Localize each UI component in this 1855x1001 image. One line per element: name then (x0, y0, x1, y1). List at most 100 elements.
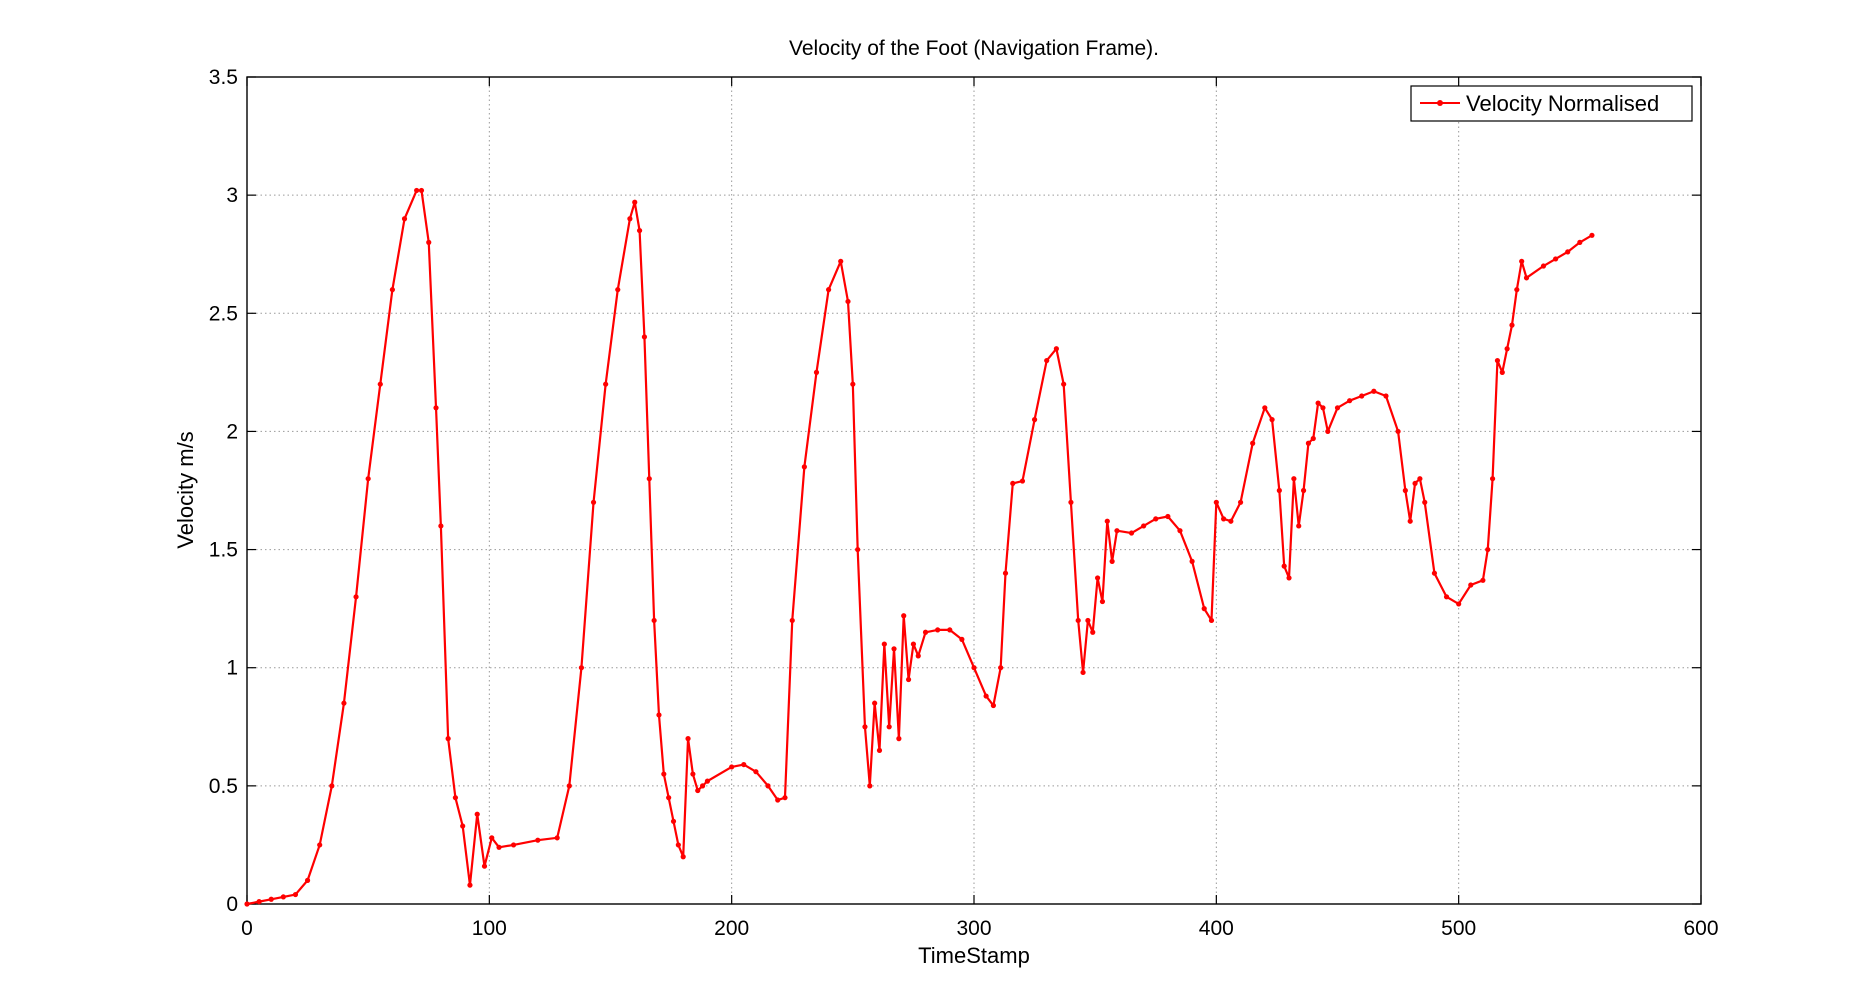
data-point (789, 617, 795, 624)
data-point (1359, 393, 1365, 399)
x-tick-label: 200 (714, 917, 749, 940)
data-point (590, 499, 597, 505)
y-tick-label: 3 (226, 184, 238, 207)
data-point (304, 877, 311, 883)
data-point (1519, 258, 1525, 264)
data-point (1565, 249, 1571, 255)
data-point (855, 546, 861, 553)
y-tick-label: 2.5 (209, 302, 238, 325)
data-point (675, 842, 681, 848)
data-point (1250, 440, 1256, 446)
data-point (1489, 476, 1496, 482)
data-point (1509, 322, 1515, 328)
y-tick-label: 1 (226, 657, 238, 680)
data-point (901, 613, 907, 619)
data-point (872, 700, 878, 706)
data-point (329, 783, 335, 789)
data-point (680, 854, 686, 860)
data-point (867, 783, 873, 789)
data-point (1053, 346, 1059, 352)
data-point (1061, 381, 1067, 387)
data-point (1286, 575, 1292, 581)
data-point (1165, 513, 1171, 520)
data-point (1407, 518, 1413, 524)
data-point (656, 712, 662, 718)
y-tick-label: 0 (226, 893, 238, 916)
axis-tick-labels: 0 100 200 300 400 500 600 0 0.5 1 1.5 2 2.5 3 3.5 (209, 66, 1719, 940)
data-point (1383, 393, 1389, 399)
data-point (685, 736, 691, 742)
data-point (268, 896, 274, 902)
data-point (1371, 388, 1377, 394)
data-point (578, 665, 585, 671)
data-point (292, 891, 299, 898)
data-point (896, 736, 902, 742)
data-point (365, 476, 371, 482)
data-point (1310, 435, 1316, 442)
data-point (353, 594, 359, 600)
data-point (1540, 263, 1547, 269)
series-layer (244, 187, 1595, 907)
data-point (1010, 480, 1016, 487)
data-point (1262, 405, 1268, 411)
data-point (280, 894, 286, 900)
data-point (891, 646, 897, 652)
data-point (905, 676, 912, 683)
data-point (1141, 523, 1147, 529)
data-point (862, 724, 868, 730)
x-tick-label: 400 (1199, 917, 1234, 940)
data-point (1114, 528, 1120, 534)
data-point (452, 795, 459, 801)
data-point (489, 835, 495, 841)
y-tick-label: 2 (226, 420, 238, 443)
x-tick-label: 300 (956, 917, 991, 940)
data-point (566, 783, 572, 789)
data-point (1553, 256, 1559, 262)
data-point (401, 216, 408, 222)
data-point (959, 636, 965, 642)
data-point (1417, 476, 1423, 482)
data-point (1019, 478, 1026, 484)
data-point (1296, 523, 1302, 529)
data-point (1291, 476, 1297, 482)
data-point (615, 287, 621, 293)
y-tick-label: 3.5 (209, 66, 238, 89)
data-point (1577, 239, 1583, 245)
data-point (690, 771, 696, 777)
legend: Velocity Normalised (1410, 85, 1693, 122)
data-point (1456, 601, 1462, 607)
data-point (641, 334, 648, 340)
data-point (256, 899, 262, 905)
data-point (775, 797, 781, 803)
data-point (1068, 499, 1074, 505)
data-point (418, 187, 425, 194)
data-point (1276, 487, 1282, 494)
data-point (317, 842, 323, 848)
data-point (1499, 369, 1505, 375)
data-point (651, 617, 657, 624)
data-point (915, 653, 921, 659)
data-point (765, 783, 771, 789)
data-point (438, 523, 444, 529)
data-point (922, 629, 929, 635)
data-point (1189, 558, 1195, 564)
data-point (1201, 606, 1207, 612)
data-point (1468, 582, 1474, 588)
data-point (881, 641, 887, 647)
data-point (1104, 518, 1110, 524)
data-point (1443, 594, 1450, 600)
data-point (695, 787, 701, 794)
data-point (704, 778, 711, 784)
data-point (496, 844, 502, 850)
data-point (670, 818, 677, 824)
data-point (1221, 516, 1227, 522)
data-point (801, 464, 807, 470)
data-point (1153, 516, 1159, 522)
data-point (666, 795, 672, 801)
y-tick-label: 1.5 (209, 539, 238, 562)
data-point (433, 405, 439, 411)
data-point (947, 627, 953, 633)
data-point (1334, 405, 1341, 411)
